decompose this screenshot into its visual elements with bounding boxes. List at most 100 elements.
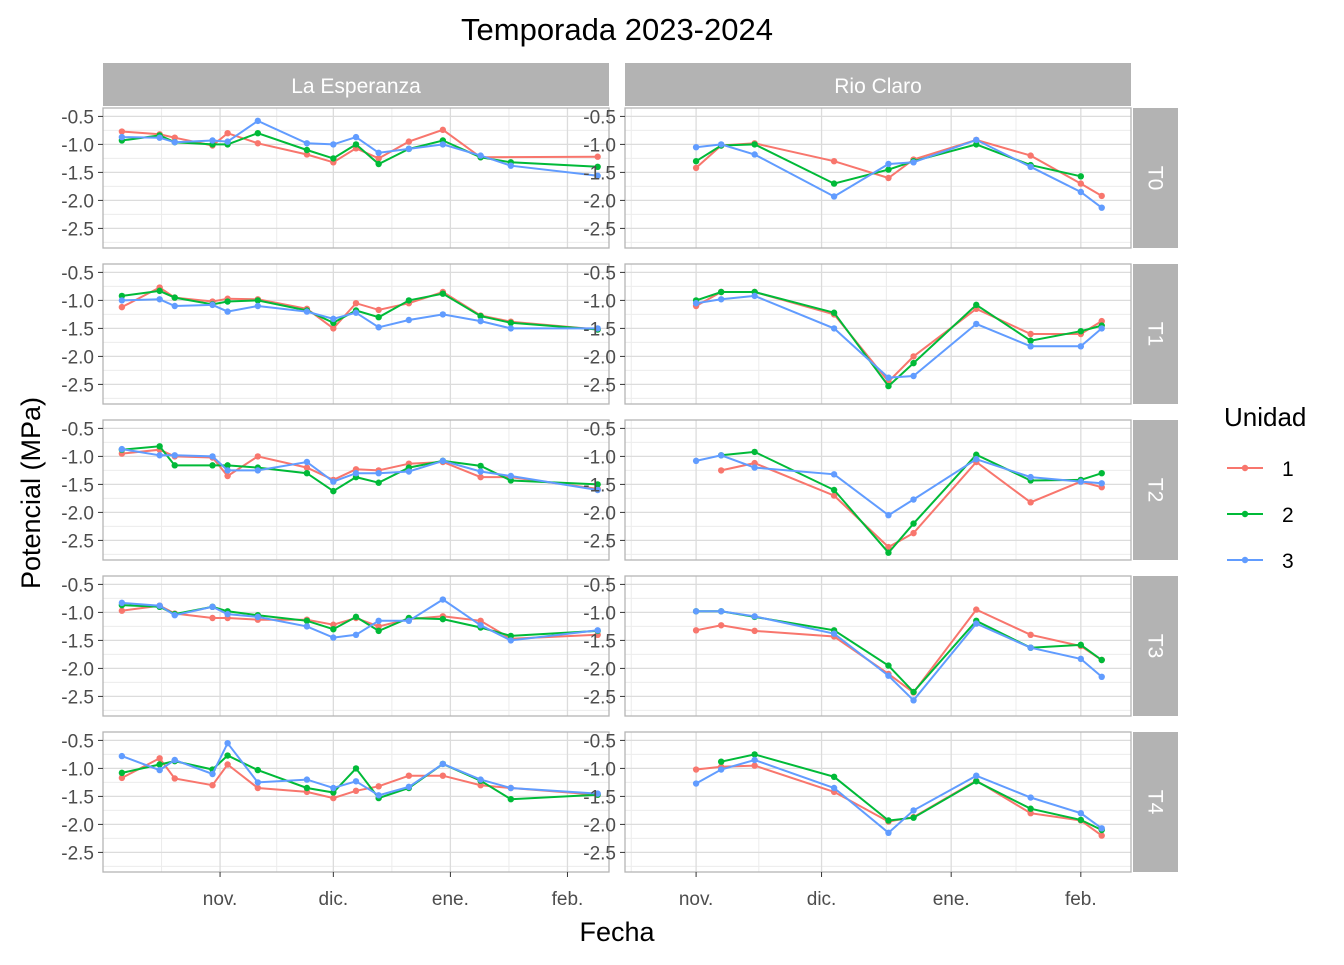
chart-title: Temporada 2023-2024 xyxy=(461,12,773,47)
legend: Unidad 1 2 3 xyxy=(1224,402,1306,573)
data-point-1 xyxy=(352,787,360,794)
data-point-2 xyxy=(118,292,126,300)
y-tick-label: -1.0 xyxy=(583,447,616,468)
x-axis-title: Fecha xyxy=(579,917,655,947)
data-point-3 xyxy=(209,453,216,460)
data-point-3 xyxy=(910,697,917,704)
row-strip-1 xyxy=(1133,264,1178,404)
y-tick-label: -2.0 xyxy=(583,503,616,524)
data-point-1 xyxy=(751,627,758,635)
data-point-1 xyxy=(375,306,382,314)
data-point-1 xyxy=(439,772,447,779)
y-tick-label: -2.0 xyxy=(583,659,616,680)
data-point-3 xyxy=(224,308,231,315)
x-tick-label: nov. xyxy=(203,889,238,910)
data-point-2 xyxy=(156,443,163,450)
row-strip-label: T0 xyxy=(1144,166,1167,191)
data-point-3 xyxy=(751,464,758,471)
data-point-3 xyxy=(1077,343,1085,350)
data-point-3 xyxy=(303,458,311,466)
y-tick-label: -1.5 xyxy=(61,787,94,808)
data-point-2 xyxy=(507,477,515,484)
data-point-1 xyxy=(156,755,163,762)
series-line-3 xyxy=(696,610,1103,702)
y-tick-label: -1.5 xyxy=(583,319,616,340)
panel-0-0: -0.5 -1.0 -1.5 -2.0 -2.5 xyxy=(61,107,610,249)
data-point-1 xyxy=(375,783,382,790)
legend-label: 3 xyxy=(1282,550,1294,573)
data-point-3 xyxy=(405,617,413,624)
data-point-1 xyxy=(1027,330,1034,338)
x-tick-label: ene. xyxy=(432,889,469,910)
data-point-2 xyxy=(171,462,178,469)
data-point-3 xyxy=(717,608,725,615)
data-point-3 xyxy=(1098,480,1105,487)
series-line-3 xyxy=(695,294,1103,379)
data-point-3 xyxy=(507,162,515,169)
data-point-1 xyxy=(405,772,413,779)
data-point-3 xyxy=(594,172,601,179)
data-point-1 xyxy=(830,492,838,499)
facet-strip-label: Rio Claro xyxy=(834,75,922,98)
data-point-3 xyxy=(885,374,892,381)
data-point-2 xyxy=(224,752,231,759)
data-point-2 xyxy=(885,549,892,556)
data-point-3 xyxy=(910,496,917,503)
data-point-2 xyxy=(156,761,163,768)
data-point-2 xyxy=(751,141,758,148)
data-point-1 xyxy=(751,459,758,467)
data-point-2 xyxy=(375,160,382,168)
data-point-3 xyxy=(1027,343,1034,350)
data-point-3 xyxy=(1027,794,1034,801)
y-tick-label: -2.5 xyxy=(583,531,616,552)
data-point-3 xyxy=(405,316,413,324)
data-point-2 xyxy=(352,765,360,772)
legend-label: 2 xyxy=(1282,504,1294,527)
data-point-3 xyxy=(1077,478,1085,485)
data-point-1 xyxy=(717,622,725,629)
data-point-3 xyxy=(352,470,360,477)
y-tick-label: -2.5 xyxy=(61,843,94,864)
data-point-2 xyxy=(254,297,262,304)
data-point-2 xyxy=(830,773,838,780)
data-point-3 xyxy=(1027,473,1034,481)
panel-border xyxy=(102,575,610,717)
panel-3-0: -0.5 -1.0 -1.5 -2.0 -2.5 xyxy=(61,575,610,717)
data-point-2 xyxy=(885,166,892,173)
data-point-2 xyxy=(224,462,231,469)
data-point-2 xyxy=(1077,641,1085,649)
data-point-2 xyxy=(352,613,360,621)
y-tick-label: -2.0 xyxy=(61,503,94,524)
panel-2-1: -0.5 -1.0 -1.5 -2.0 -2.5 xyxy=(583,419,1132,561)
data-point-1 xyxy=(118,774,126,782)
data-point-2 xyxy=(751,751,758,758)
y-tick-label: -2.5 xyxy=(583,219,616,240)
data-point-3 xyxy=(254,467,262,474)
data-point-2 xyxy=(254,766,262,774)
y-tick-label: -0.5 xyxy=(61,575,94,596)
data-point-3 xyxy=(405,145,413,153)
data-point-1 xyxy=(352,300,360,307)
y-tick-label: -1.5 xyxy=(61,163,94,184)
data-point-3 xyxy=(910,807,917,814)
data-point-2 xyxy=(254,130,262,137)
data-point-2 xyxy=(973,141,980,148)
data-point-2 xyxy=(405,297,413,304)
data-point-3 xyxy=(156,452,163,459)
data-point-3 xyxy=(507,637,515,644)
data-point-2 xyxy=(910,520,917,527)
data-point-2 xyxy=(439,290,447,297)
x-tick-label: dic. xyxy=(807,889,837,910)
data-point-3 xyxy=(171,452,178,459)
data-point-2 xyxy=(830,309,838,316)
data-point-1 xyxy=(209,782,216,789)
data-point-1 xyxy=(594,153,601,160)
data-point-3 xyxy=(594,790,601,797)
y-tick-label: -0.5 xyxy=(61,263,94,284)
data-point-2 xyxy=(439,615,447,623)
data-point-1 xyxy=(1077,180,1085,187)
data-point-1 xyxy=(910,529,917,537)
data-point-1 xyxy=(477,782,484,789)
data-point-3 xyxy=(594,486,601,494)
data-point-3 xyxy=(171,302,178,310)
